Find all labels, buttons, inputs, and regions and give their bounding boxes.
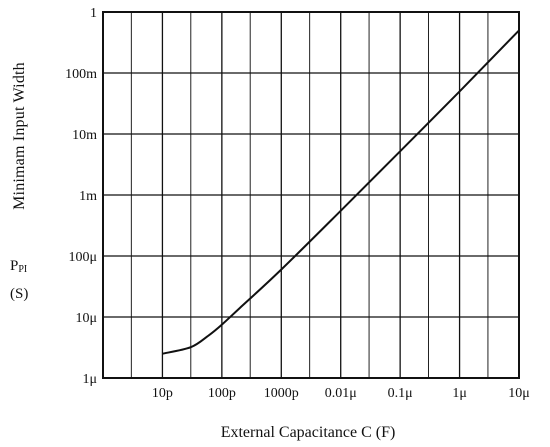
x-tick-label: 10p — [152, 386, 173, 401]
x-axis-title: External Capacitance C (F) — [220, 424, 396, 441]
y-tick-label: 1 — [90, 6, 97, 21]
x-tick-label: 10μ — [508, 386, 530, 401]
y-axis-symbol-letter: P — [10, 258, 19, 274]
x-tick-labels: 10p 100p 1000p 0.01μ 0.1μ 1μ 10μ — [152, 386, 530, 401]
x-tick-label: 1μ — [452, 386, 467, 401]
plot-frame — [102, 11, 520, 379]
y-tick-label: 1μ — [82, 372, 97, 387]
x-tick-label: 0.1μ — [388, 386, 413, 401]
x-tick-label: 0.01μ — [325, 386, 357, 401]
y-axis-symbol: PPI — [10, 258, 27, 275]
y-tick-label: 10m — [72, 128, 97, 143]
series-line — [162, 29, 520, 355]
y-axis-unit: (S) — [10, 286, 29, 302]
y-tick-label: 1m — [79, 189, 97, 204]
y-axis-title-wrap: Minimam Input Width — [8, 28, 32, 244]
major-gridlines — [102, 12, 519, 378]
x-tick-label: 100p — [208, 386, 236, 401]
y-tick-labels: 1μ 10μ 100μ 1m 10m 100m 1 — [65, 6, 97, 387]
y-tick-label: 100μ — [68, 250, 97, 265]
y-tick-label: 100m — [65, 67, 97, 82]
y-axis-symbol-subscript: PI — [18, 264, 28, 275]
y-axis-title: Minimam Input Width — [11, 62, 28, 210]
x-tick-label: 1000p — [264, 386, 299, 401]
y-tick-label: 10μ — [75, 311, 97, 326]
